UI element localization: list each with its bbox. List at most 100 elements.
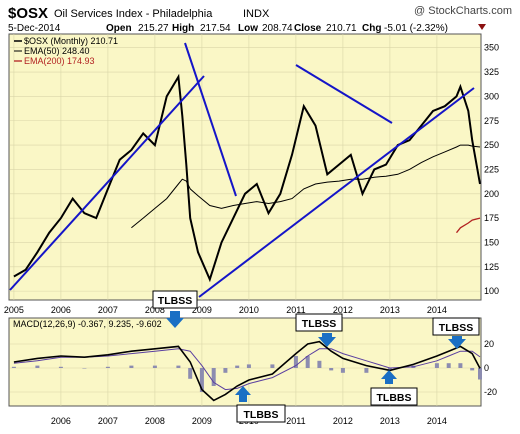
histogram-bar	[387, 368, 392, 371]
x-tick-label: 2006	[51, 416, 71, 426]
high-value: 217.54	[200, 23, 231, 34]
histogram-bar	[35, 365, 40, 368]
x-tick-label: 2011	[286, 305, 305, 315]
x-tick-label: 2009	[192, 305, 212, 315]
arrow-down-icon	[166, 311, 184, 328]
y-tick-label: 275	[484, 116, 499, 126]
callout-box	[432, 317, 480, 336]
x-tick-label: 2014	[427, 416, 447, 426]
histogram-bar	[188, 368, 193, 379]
close-label: Close	[294, 23, 322, 34]
legend-price: $OSX (Monthly) 210.71	[24, 36, 118, 46]
histogram-bar	[82, 368, 87, 369]
histogram-bar	[223, 368, 228, 373]
low-label: Low	[238, 23, 258, 34]
x-tick-label: 2008	[145, 416, 165, 426]
chart-symbol: $OSX	[8, 5, 48, 22]
y-tick-label: 0	[484, 363, 489, 373]
y-tick-label: 325	[484, 67, 499, 77]
x-tick-label: 2013	[380, 416, 400, 426]
price-panel	[8, 33, 482, 301]
signal-line	[13, 348, 481, 391]
histogram-bar	[329, 368, 334, 371]
x-tick-label: 2008	[145, 305, 165, 315]
histogram-bar	[152, 365, 157, 368]
x-tick-label: 2005	[4, 305, 24, 315]
callout-box	[152, 290, 198, 309]
x-tick-label: 2012	[333, 416, 353, 426]
histogram-bar	[58, 366, 63, 368]
x-tick-label: 2007	[98, 305, 118, 315]
arrow-down-icon	[318, 333, 336, 347]
chart-date: 5-Dec-2014	[8, 23, 61, 34]
histogram-bar	[293, 356, 298, 368]
histogram-bar	[246, 364, 251, 368]
trendline-resistance-2008	[184, 42, 237, 197]
close-value: 210.71	[326, 23, 357, 34]
histogram-bar	[211, 368, 216, 386]
arrow-up-icon	[381, 370, 397, 384]
callout-tlbbs-2009: TLBBS	[235, 386, 286, 423]
chart-title: Oil Services Index - Philadelphia	[54, 8, 213, 20]
x-tick-label: 2013	[380, 305, 400, 315]
y-tick-label: 150	[484, 237, 499, 247]
chg-label: Chg	[362, 23, 381, 34]
y-tick-label: 200	[484, 189, 499, 199]
histogram-bar	[129, 365, 134, 368]
y-tick-label: 20	[484, 339, 494, 349]
x-tick-label: 2006	[51, 305, 71, 315]
histogram-bar	[11, 366, 16, 368]
callout-tlbss-2014: TLBSS	[432, 317, 480, 349]
histogram-bar	[470, 368, 475, 371]
macd-y-axis: -20 0 20	[484, 339, 497, 397]
histogram-bar	[478, 368, 482, 380]
legend-ema50: EMA(50) 248.40	[24, 46, 90, 56]
ema50-line	[131, 144, 481, 229]
open-value: 215.27	[138, 23, 169, 34]
y-tick-label: 125	[484, 262, 499, 272]
open-label: Open	[106, 23, 132, 34]
histogram-bar	[340, 368, 345, 373]
histogram-bar	[235, 365, 240, 368]
x-tick-label: 2009	[192, 416, 212, 426]
callout-text: TLBSS	[302, 318, 336, 330]
chart-exchange: INDX	[243, 8, 270, 20]
high-label: High	[172, 23, 194, 34]
y-tick-label: 350	[484, 43, 499, 53]
down-arrow-icon	[478, 24, 486, 30]
callout-text: TLBSS	[158, 295, 192, 307]
price-x-axis: 2005 2006 2007 2008 2009 2010 2011 2012 2013 2014	[4, 34, 447, 315]
x-tick-label: 2012	[333, 305, 353, 315]
legend-ema200: EMA(200) 174.93	[24, 56, 95, 66]
macd-label: MACD(12,26,9) -0.367, 9.235, -9.602	[13, 319, 162, 329]
trendline-resistance-2011	[295, 64, 393, 124]
histogram-bar	[105, 366, 110, 368]
histogram-bar	[199, 368, 204, 392]
x-tick-label: 2007	[98, 416, 118, 426]
callout-tlbbs-2013: TLBBS	[370, 370, 418, 406]
histogram-bar	[317, 360, 322, 368]
low-value: 208.74	[262, 23, 293, 34]
y-tick-label: -20	[484, 387, 497, 397]
callout-tlbss-2008: TLBSS	[152, 290, 198, 328]
callout-box	[295, 313, 343, 332]
y-tick-label: 100	[484, 286, 499, 296]
x-tick-label: 2010	[239, 305, 259, 315]
x-tick-label: 2011	[286, 416, 305, 426]
callout-text: TLBBS	[244, 409, 279, 421]
callout-text: TLBBS	[377, 392, 412, 404]
histogram-bar	[446, 363, 451, 368]
watermark: @ StockCharts.com	[414, 5, 512, 17]
y-tick-label: 225	[484, 164, 499, 174]
histogram-bar	[364, 368, 369, 373]
histogram-bar	[176, 365, 181, 368]
macd-line	[13, 340, 481, 402]
ema200-line	[455, 217, 481, 234]
histogram-bar	[458, 363, 463, 368]
histogram-bar	[305, 356, 310, 368]
trendline-support-2005	[9, 75, 205, 291]
callout-box	[236, 404, 286, 423]
callout-box	[370, 387, 418, 406]
